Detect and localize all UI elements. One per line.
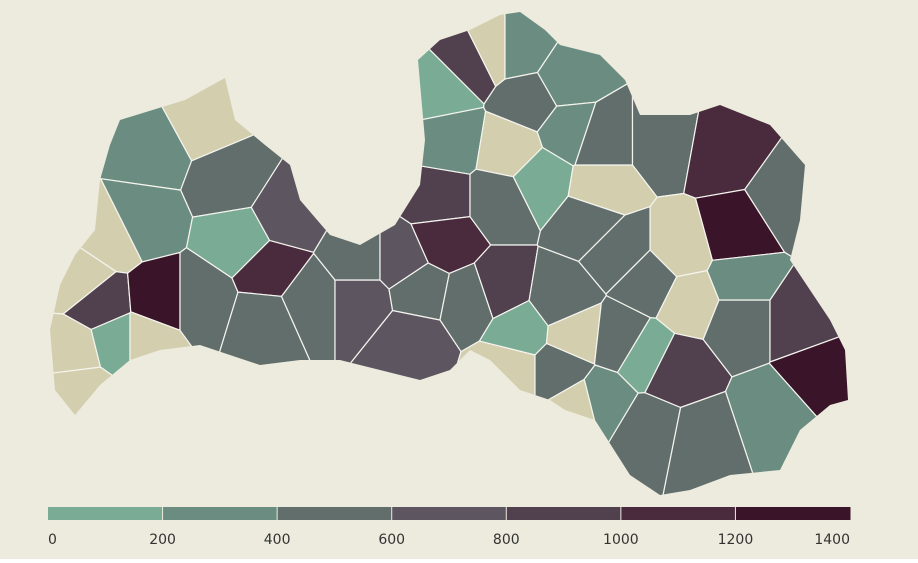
legend-tick-label: 1200 [718,532,754,548]
legend-swatch [48,507,164,520]
legend-tick-label: 0 [48,532,57,548]
legend-tick-label: 400 [264,532,291,548]
region [706,251,798,301]
legend-tick-label: 1400 [814,532,850,548]
legend-tick-label: 600 [378,532,405,548]
legend-tick-label: 1000 [603,532,639,548]
legend-swatch [620,507,736,520]
legend-tick-label: 800 [493,532,520,548]
legend-swatch [735,507,851,520]
legend-swatch [506,507,622,520]
legend-swatch [391,507,507,520]
legend-tick-label: 200 [149,532,176,548]
legend-swatch [277,507,393,520]
region [577,205,651,295]
legend: 0 200 400 600 800 1000 1200 1400 [48,507,851,548]
legend-swatch [162,507,278,520]
